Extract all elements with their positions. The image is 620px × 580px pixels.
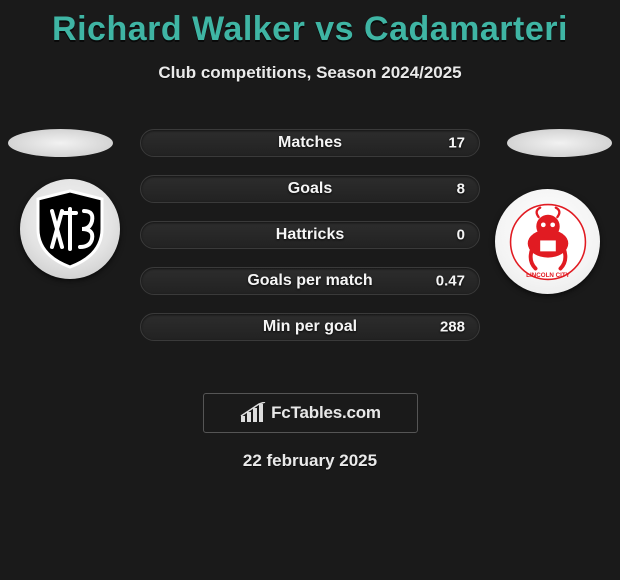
stat-row: Hattricks 0 xyxy=(140,221,480,249)
brand-suffix: Tables.com xyxy=(291,403,381,422)
stat-value: 17 xyxy=(448,135,465,152)
stat-value: 0.47 xyxy=(436,273,465,290)
bar-chart-icon xyxy=(239,402,267,424)
shield-icon xyxy=(34,189,106,269)
watermark-text: FcTables.com xyxy=(271,403,381,423)
stat-label: Goals xyxy=(288,180,332,198)
club-badge-right: LINCOLN CITY xyxy=(495,189,600,294)
stat-label: Hattricks xyxy=(276,226,344,244)
club-badge-left xyxy=(20,179,120,279)
comparison-body: LINCOLN CITY Matches 17 Goals 8 Hattrick… xyxy=(0,111,620,371)
watermark: FcTables.com xyxy=(203,393,418,433)
subtitle: Club competitions, Season 2024/2025 xyxy=(0,63,620,83)
player-slot-right xyxy=(507,129,612,157)
stat-row: Min per goal 288 xyxy=(140,313,480,341)
date-line: 22 february 2025 xyxy=(0,451,620,471)
stat-row: Goals 8 xyxy=(140,175,480,203)
stat-row: Goals per match 0.47 xyxy=(140,267,480,295)
stat-label: Min per goal xyxy=(263,318,357,336)
stat-value: 288 xyxy=(440,319,465,336)
imp-crest-icon: LINCOLN CITY xyxy=(509,201,587,283)
page-title: Richard Walker vs Cadamarteri xyxy=(0,0,620,49)
stat-value: 0 xyxy=(457,227,465,244)
stats-column: Matches 17 Goals 8 Hattricks 0 Goals per… xyxy=(140,129,480,341)
brand-prefix: Fc xyxy=(271,403,290,422)
stat-label: Goals per match xyxy=(247,272,372,290)
comparison-card: Richard Walker vs Cadamarteri Club compe… xyxy=(0,0,620,580)
stat-row: Matches 17 xyxy=(140,129,480,157)
player-slot-left xyxy=(8,129,113,157)
stat-value: 8 xyxy=(457,181,465,198)
stat-label: Matches xyxy=(278,134,342,152)
crest-ring-text: LINCOLN CITY xyxy=(526,272,570,279)
